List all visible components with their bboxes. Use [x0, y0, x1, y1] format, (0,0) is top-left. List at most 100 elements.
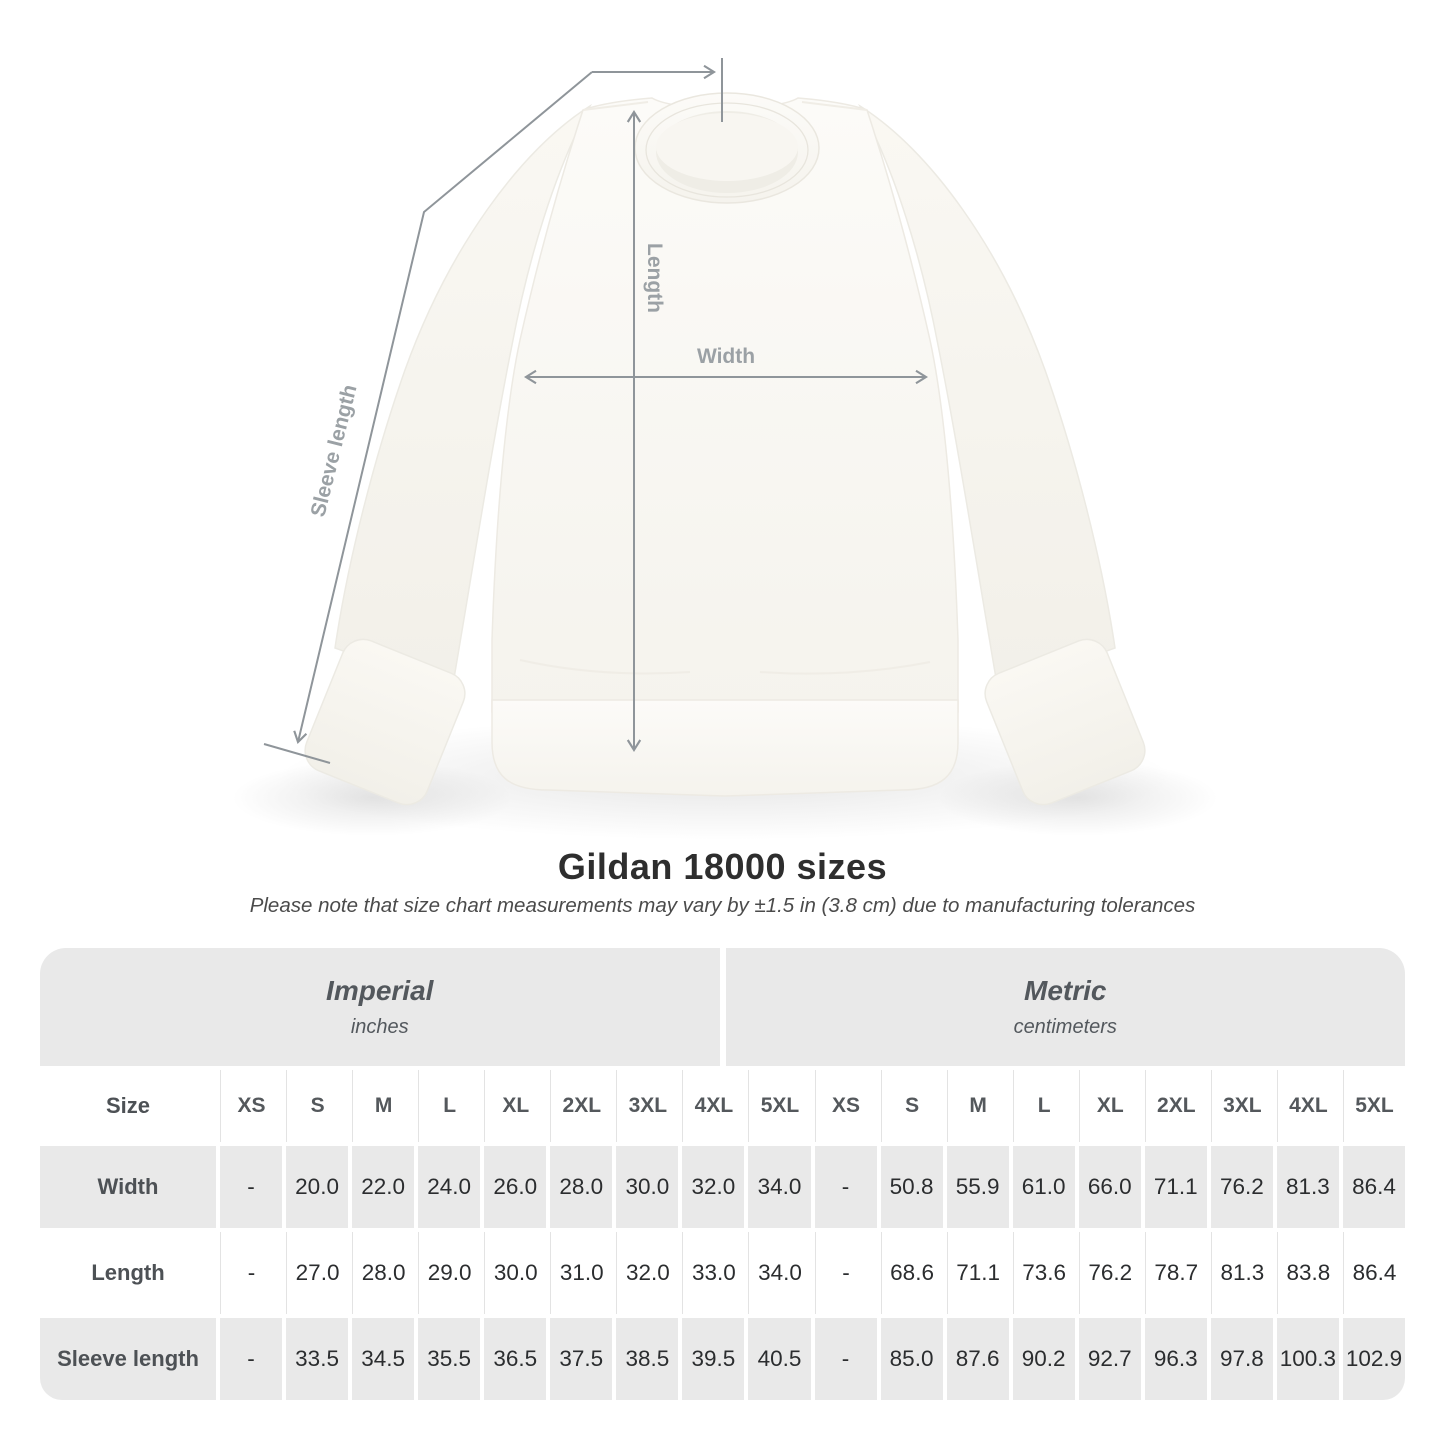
size-table: Imperial inches Metric centimeters Size …: [40, 948, 1405, 1400]
sleeve-length-arrow: [293, 71, 593, 744]
sleeve-imperial-cell: 38.5: [616, 1318, 679, 1400]
size-col-header: 3XL: [616, 1070, 679, 1142]
row-label: Length: [40, 1232, 216, 1314]
length-metric-cell: 68.6: [880, 1232, 943, 1314]
length-label: Length: [643, 243, 666, 313]
length-metric-cell: 73.6: [1012, 1232, 1075, 1314]
width-metric-cell: 61.0: [1012, 1146, 1075, 1228]
width-metric-cell: 55.9: [946, 1146, 1009, 1228]
size-col-header: 2XL: [550, 1070, 613, 1142]
sleeve-metric-cell: 96.3: [1144, 1318, 1207, 1400]
width-metric-cell: 81.3: [1276, 1146, 1339, 1228]
width-imperial-cell: 32.0: [682, 1146, 745, 1228]
width-label: Width: [697, 345, 755, 368]
sleeve-imperial-cell: 35.5: [418, 1318, 481, 1400]
width-imperial-cell: 20.0: [286, 1146, 349, 1228]
size-col-header: 4XL: [1276, 1070, 1339, 1142]
length-imperial-cell: 31.0: [550, 1232, 613, 1314]
page-title: Gildan 18000 sizes: [557, 846, 888, 887]
sleeve-imperial-cell: 34.5: [352, 1318, 415, 1400]
length-metric-cell: 78.7: [1144, 1232, 1207, 1314]
width-imperial-cell: 28.0: [550, 1146, 613, 1228]
length-row: Length - 27.0 28.0 29.0 30.0 31.0 32.0 3…: [40, 1232, 1405, 1314]
sleeve-imperial-cell: 36.5: [484, 1318, 547, 1400]
sleeve-metric-cell: -: [814, 1318, 877, 1400]
cuff-shadow-right: [938, 760, 1218, 836]
length-imperial-cell: 30.0: [484, 1232, 547, 1314]
cuff-shadow-left: [232, 760, 512, 836]
size-col-header: 3XL: [1210, 1070, 1273, 1142]
size-col-header: XL: [484, 1070, 547, 1142]
sweatshirt-body: [491, 97, 959, 713]
width-imperial-cell: 26.0: [484, 1146, 547, 1228]
sleeve-metric-cell: 92.7: [1078, 1318, 1141, 1400]
sleeve-metric-cell: 85.0: [880, 1318, 943, 1400]
row-label: Width: [40, 1146, 216, 1228]
size-header-label: Size: [40, 1070, 216, 1142]
size-col-header: 4XL: [682, 1070, 745, 1142]
metric-title: Metric: [1024, 975, 1107, 1006]
collar: [634, 92, 820, 204]
width-metric-cell: 71.1: [1144, 1146, 1207, 1228]
sleeve-imperial-cell: 40.5: [748, 1318, 811, 1400]
size-col-header: S: [880, 1070, 943, 1142]
length-imperial-cell: 29.0: [418, 1232, 481, 1314]
size-col-header: 5XL: [1342, 1070, 1405, 1142]
sleeve-length-label: Sleeve length: [307, 382, 362, 519]
length-imperial-cell: 32.0: [616, 1232, 679, 1314]
length-imperial-cell: 28.0: [352, 1232, 415, 1314]
width-metric-cell: -: [814, 1146, 877, 1228]
length-metric-cell: 83.8: [1276, 1232, 1339, 1314]
width-imperial-cell: 24.0: [418, 1146, 481, 1228]
unit-system-header-row: Imperial inches Metric centimeters: [40, 948, 1405, 1066]
size-col-header: L: [1012, 1070, 1075, 1142]
length-metric-cell: -: [814, 1232, 877, 1314]
sweatshirt-mockup: Width Length Sleeve length: [232, 58, 1218, 840]
right-sleeve: [857, 103, 1116, 692]
size-col-header: M: [352, 1070, 415, 1142]
size-col-header: XS: [814, 1070, 877, 1142]
imperial-title: Imperial: [326, 975, 434, 1006]
width-imperial-cell: 30.0: [616, 1146, 679, 1228]
size-col-header: 5XL: [748, 1070, 811, 1142]
sleeve-metric-cell: 102.9: [1342, 1318, 1405, 1400]
size-col-header: M: [946, 1070, 1009, 1142]
sleeve-imperial-cell: 39.5: [682, 1318, 745, 1400]
length-metric-cell: 86.4: [1342, 1232, 1405, 1314]
right-cuff: [984, 638, 1146, 806]
size-header-row: Size XS S M L XL 2XL 3XL 4XL 5XL XS S M …: [40, 1070, 1405, 1142]
metric-header: Metric centimeters: [725, 948, 1405, 1066]
length-metric-cell: 76.2: [1078, 1232, 1141, 1314]
width-imperial-cell: -: [220, 1146, 283, 1228]
fabric-folds: [519, 101, 931, 675]
imperial-header: Imperial inches: [40, 948, 720, 1066]
row-label: Sleeve length: [40, 1318, 216, 1400]
width-row: Width - 20.0 22.0 24.0 26.0 28.0 30.0 32…: [40, 1146, 1405, 1228]
cuff-end-tick: [263, 743, 331, 764]
width-imperial-cell: 22.0: [352, 1146, 415, 1228]
width-metric-cell: 66.0: [1078, 1146, 1141, 1228]
length-imperial-cell: -: [220, 1232, 283, 1314]
hem-band: [491, 699, 959, 797]
length-metric-cell: 81.3: [1210, 1232, 1273, 1314]
length-imperial-cell: 33.0: [682, 1232, 745, 1314]
width-metric-cell: 76.2: [1210, 1146, 1273, 1228]
left-cuff: [304, 638, 466, 806]
sleeve-imperial-cell: -: [220, 1318, 283, 1400]
metric-unit: centimeters: [1013, 1016, 1117, 1038]
length-imperial-cell: 27.0: [286, 1232, 349, 1314]
size-col-header: XL: [1078, 1070, 1141, 1142]
sleeve-metric-cell: 87.6: [946, 1318, 1009, 1400]
sleeve-length-row: Sleeve length - 33.5 34.5 35.5 36.5 37.5…: [40, 1318, 1405, 1400]
length-imperial-cell: 34.0: [748, 1232, 811, 1314]
tolerance-note: Please note that size chart measurements…: [249, 894, 1196, 917]
size-col-header: XS: [220, 1070, 283, 1142]
width-imperial-cell: 34.0: [748, 1146, 811, 1228]
imperial-unit: inches: [350, 1016, 409, 1038]
size-col-header: S: [286, 1070, 349, 1142]
sweatshirt-graphic: Width Length Sleeve length: [232, 58, 1218, 840]
left-sleeve: [334, 103, 593, 692]
size-col-header: 2XL: [1144, 1070, 1207, 1142]
sleeve-imperial-cell: 37.5: [550, 1318, 613, 1400]
